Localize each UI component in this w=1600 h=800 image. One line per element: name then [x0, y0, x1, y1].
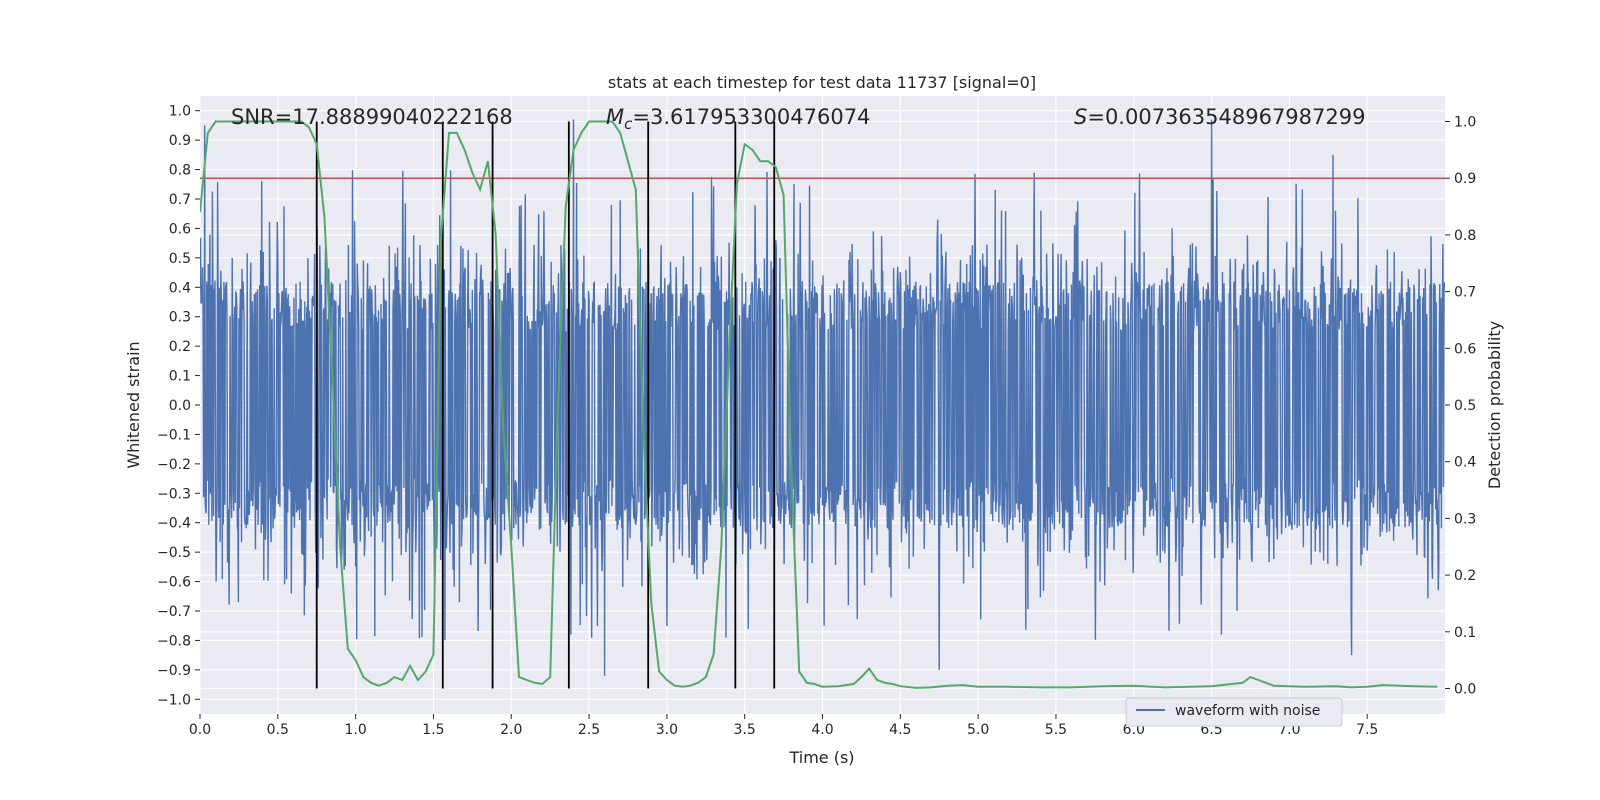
y2-tick-label: 0.6 [1454, 341, 1476, 357]
y-tick-label: −0.3 [157, 486, 191, 502]
x-axis-label: Time (s) [788, 748, 854, 767]
probability-series [200, 120, 1438, 689]
x-tick-label: 5.0 [967, 722, 989, 738]
waveform-series [200, 119, 1445, 676]
y2-tick-label: 0.3 [1454, 511, 1476, 527]
y-axis-label: Whitened strain [124, 341, 143, 468]
y-tick-label: 0.3 [169, 310, 191, 326]
chirp-mass-annotation: Mc=3.617953300476074 [606, 105, 870, 133]
y-tick-label: −0.7 [157, 604, 191, 620]
legend-box [1125, 697, 1343, 727]
y-tick-label: −0.8 [157, 633, 191, 649]
probability-line [200, 120, 1438, 689]
x-tick-label: 5.5 [1045, 722, 1067, 738]
x-tick-label: 7.5 [1356, 722, 1378, 738]
y-tick-label: 0.4 [169, 280, 191, 296]
s-annotation: S=0.007363548967987299 [1074, 105, 1365, 129]
y-tick-label: −0.2 [157, 457, 191, 473]
y-tick-label: 0.7 [169, 192, 191, 208]
x-tick-label: 4.5 [889, 722, 911, 738]
x-tick-label: 2.5 [578, 722, 600, 738]
chirp-mass-subscript: c [624, 115, 633, 133]
y2-tick-label: 0.0 [1454, 681, 1476, 697]
y-tick-label: 0.6 [169, 221, 191, 237]
y2-tick-label: 0.5 [1454, 398, 1476, 414]
y-tick-label: 1.0 [169, 104, 191, 120]
chirp-mass-symbol: M [606, 105, 624, 129]
y2-tick-label: 0.8 [1454, 228, 1476, 244]
legend-waveform-label: waveform with noise [1175, 703, 1320, 719]
chart-title: stats at each timestep for test data 117… [608, 73, 1036, 92]
y2-tick-label: 0.4 [1454, 455, 1476, 471]
y-tick-label: −0.1 [157, 427, 191, 443]
y2-tick-label: 0.9 [1454, 171, 1476, 187]
s-symbol: S [1074, 105, 1087, 129]
y-tick-label: 0.1 [169, 369, 191, 385]
y-tick-label: −0.9 [157, 663, 191, 679]
x-tick-label: 3.5 [734, 722, 756, 738]
y-tick-label: 0.5 [169, 251, 191, 267]
x-tick-label: 2.0 [500, 722, 522, 738]
y-tick-label: 0.8 [169, 163, 191, 179]
y-tick-label: −0.4 [157, 516, 191, 532]
x-tick-label: 1.5 [422, 722, 444, 738]
x-tick-label: 0.5 [267, 722, 289, 738]
y-tick-label: 0.2 [169, 339, 191, 355]
x-tick-label: 0.0 [189, 722, 211, 738]
y2-tick-label: 1.0 [1454, 115, 1476, 131]
y-tick-label: 0.9 [169, 133, 191, 149]
waveform-line [200, 119, 1445, 676]
y2-axis-ticks: 1.0 0.9 0.8 0.7 0.6 0.5 0.4 0.3 0.2 0.1 0.0 [1445, 115, 1476, 697]
y-tick-label: −0.6 [157, 575, 191, 591]
y-tick-label: 0.0 [169, 398, 191, 414]
legend: waveform with noise [1125, 697, 1343, 727]
x-tick-label: 1.0 [344, 722, 366, 738]
y2-axis-label: Detection probability [1485, 321, 1504, 489]
chirp-mass-value: =3.617953300476074 [632, 105, 870, 129]
y2-tick-label: 0.2 [1454, 568, 1476, 584]
x-tick-label: 4.0 [811, 722, 833, 738]
y-axis-ticks: 1.0 0.9 0.8 0.7 0.6 0.5 0.4 0.3 0.2 0.1 0.0 −0.1 −0.… [157, 104, 200, 708]
s-value: =0.007363548967987299 [1087, 105, 1365, 129]
y-tick-label: −0.5 [157, 545, 191, 561]
x-tick-label: 3.0 [656, 722, 678, 738]
y2-tick-label: 0.1 [1454, 625, 1476, 641]
y-tick-label: −1.0 [157, 692, 191, 708]
y2-tick-label: 0.7 [1454, 285, 1476, 301]
snr-annotation: SNR=17.88899040222168 [231, 105, 513, 129]
